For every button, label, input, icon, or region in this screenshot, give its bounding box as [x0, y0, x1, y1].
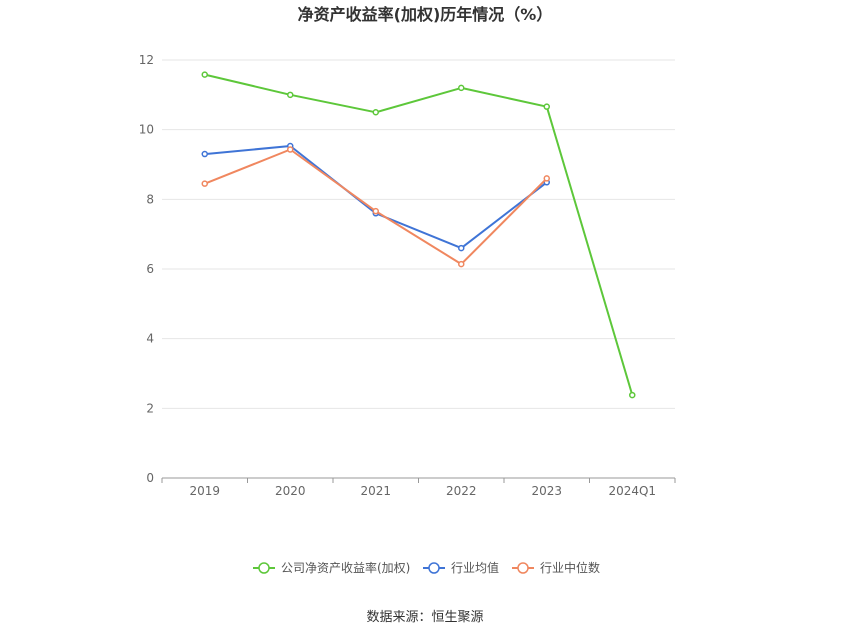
data-point[interactable] — [458, 260, 465, 268]
data-point[interactable] — [372, 109, 379, 116]
data-point[interactable] — [287, 146, 294, 153]
y-tick-label: 6 — [146, 262, 154, 276]
data-point[interactable] — [201, 150, 208, 158]
series-line — [204, 73, 634, 396]
data-point[interactable] — [287, 91, 294, 99]
series-line — [204, 148, 548, 266]
series-layer — [201, 71, 636, 399]
data-point[interactable] — [458, 244, 465, 252]
legend-marker[interactable] — [517, 562, 529, 574]
y-tick-label: 0 — [146, 471, 154, 485]
x-tick-label: 2021 — [360, 484, 391, 498]
grid-lines — [162, 59, 675, 409]
data-point[interactable] — [629, 391, 636, 399]
data-point[interactable] — [372, 207, 379, 215]
data-point[interactable] — [201, 71, 208, 78]
chart-title: 净资产收益率(加权)历年情况（%） — [298, 5, 553, 24]
x-tick-label: 2024Q1 — [608, 484, 656, 498]
y-tick-label: 8 — [146, 192, 154, 206]
legend-label[interactable]: 行业中位数 — [540, 560, 600, 575]
legend-label[interactable]: 公司净资产收益率(加权) — [281, 560, 410, 575]
data-point[interactable] — [201, 180, 208, 187]
y-tick-label: 12 — [139, 53, 154, 67]
y-tick-label: 4 — [146, 332, 154, 346]
series-line — [204, 145, 548, 250]
legend-marker[interactable] — [428, 562, 440, 574]
x-tick-label: 2019 — [189, 484, 220, 498]
data-point[interactable] — [543, 103, 550, 110]
x-axis: 2019 2020 2021 2022 2023 2024Q1 — [161, 477, 676, 498]
legend-marker[interactable] — [258, 562, 270, 574]
x-tick-label: 2023 — [531, 484, 562, 498]
y-axis: 0 2 4 6 8 10 12 — [139, 53, 154, 485]
x-tick-label: 2020 — [275, 484, 306, 498]
data-point[interactable] — [458, 84, 465, 92]
data-point[interactable] — [543, 175, 550, 182]
legend: 公司净资产收益率(加权) 行业均值 行业中位数 — [253, 560, 600, 575]
y-tick-label: 10 — [139, 123, 154, 137]
y-tick-label: 2 — [146, 401, 154, 415]
legend-label[interactable]: 行业均值 — [451, 560, 499, 575]
x-tick-label: 2022 — [446, 484, 477, 498]
source-note: 数据来源：恒生聚源 — [366, 610, 483, 625]
